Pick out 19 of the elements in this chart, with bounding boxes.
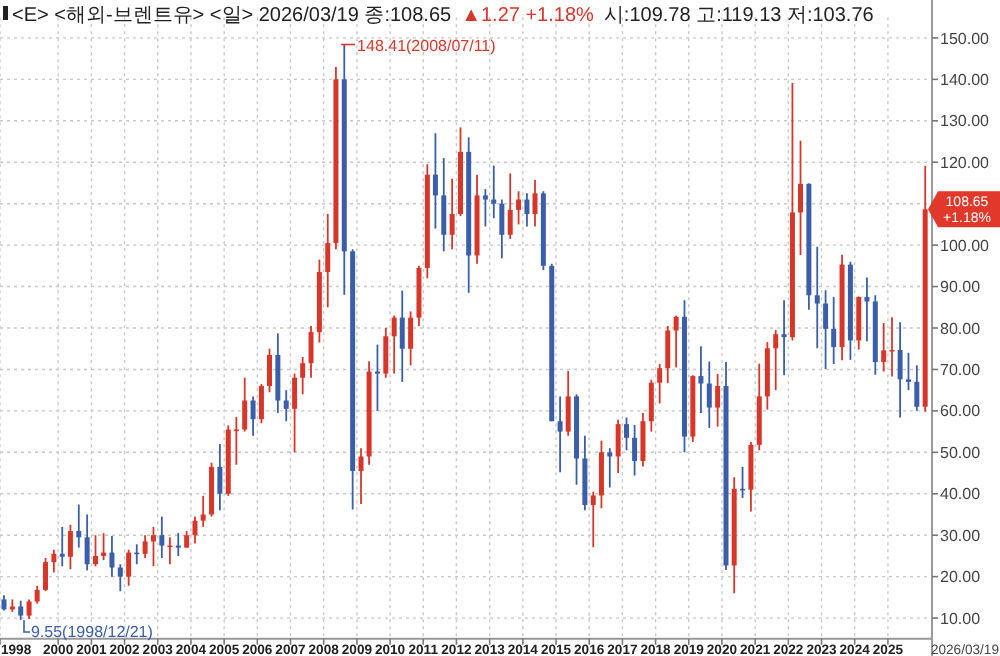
- y-tick-label: 150.00: [940, 29, 991, 48]
- y-tick-label: 70.00: [940, 361, 982, 380]
- annotation: 148.41(2008/07/11): [357, 36, 497, 55]
- annotation: 시:109.78 고:119.13 저:103.76: [603, 5, 875, 27]
- chart-title: <E> <해외-브렌트유> <일> 2026/03/19 종:108.65: [12, 5, 453, 27]
- y-tick-label: 100.00: [940, 236, 991, 255]
- y-tick-label: 60.00: [940, 402, 982, 421]
- annotation: 9.55(1998/12/21): [30, 622, 154, 641]
- y-tick-label: 20.00: [940, 568, 982, 587]
- annotation: ▲1.27 +1.18%: [461, 5, 595, 27]
- y-tick-label: 50.00: [940, 443, 982, 462]
- y-tick-label: 120.00: [940, 153, 991, 172]
- y-tick-label: 90.00: [940, 278, 982, 297]
- y-tick-label: 10.00: [940, 609, 982, 628]
- y-tick-label: 40.00: [940, 485, 982, 504]
- y-tick-label: 140.00: [940, 70, 991, 89]
- y-tick-label: 80.00: [940, 319, 982, 338]
- y-tick-label: 30.00: [940, 526, 982, 545]
- y-tick-label: 130.00: [940, 112, 991, 131]
